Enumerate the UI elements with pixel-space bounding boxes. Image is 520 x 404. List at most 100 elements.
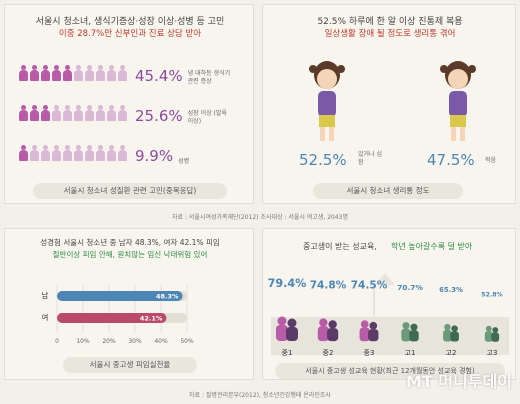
person-head: [328, 320, 337, 329]
person-body: [401, 328, 411, 342]
person-body: [484, 331, 493, 342]
girl-mild-illustration: [438, 55, 478, 149]
person-icon: [118, 105, 127, 121]
category-label: 고3: [487, 349, 498, 357]
person-head: [492, 327, 499, 333]
person-icon: [107, 145, 116, 161]
panel-subtitle: 이중 28.7%만 신부인과 진료 상담 받아: [58, 29, 202, 39]
person-icon: [41, 145, 50, 161]
panel-subtitle: 일상생활 장애 될 정도로 생리통 겪어: [324, 29, 456, 39]
person-icon: [85, 145, 94, 161]
person-body: [359, 327, 370, 342]
person-icon: [63, 145, 72, 161]
person-icon: [74, 105, 83, 121]
data-label: 48.3%: [156, 293, 179, 301]
category-label: 중3: [364, 349, 375, 357]
data-label: 52.8%: [481, 291, 502, 298]
bar: [57, 313, 167, 323]
person-icons: [19, 105, 129, 125]
person-icon: [107, 105, 116, 121]
panel-title: 성경험 서울시 청소년 중 남자 48.3%, 여자 42.1% 피임: [40, 238, 220, 247]
panel-title: 52.5% 하루에 한 알 이상 진통제 복용: [317, 17, 463, 27]
person-head: [369, 321, 378, 330]
concern-row-1: 25.6% 성장 이상 (발육 이상): [19, 105, 228, 125]
person-head: [402, 322, 410, 330]
person-head: [287, 318, 297, 328]
mild-pct: 47.5%: [427, 151, 475, 169]
panel-footer: 서울시 청소녀 성질환 관련 고민(중복응답): [33, 183, 227, 199]
concern-row-0: 45.4% 냉 대하등 생식기 관련 증상: [19, 65, 236, 85]
person-icon: [30, 145, 39, 161]
person-icon: [107, 65, 116, 81]
person-icon: [63, 65, 72, 81]
x-tick-label: 40%: [154, 338, 168, 345]
girl-in-pain-illustration: [307, 55, 347, 149]
person-icon: [96, 145, 105, 161]
concern-pct: 45.4%: [135, 67, 183, 85]
person-head: [451, 325, 458, 332]
person-head: [319, 318, 328, 327]
x-tick-label: 0: [55, 338, 59, 345]
source-note-bottom: 자료 : 질병관리본부(2012), 청소년건강행태 온라인조사: [189, 392, 331, 399]
person-body: [286, 327, 298, 341]
severe-pct: 52.5%: [299, 151, 347, 169]
concern-pct: 9.9%: [135, 147, 174, 165]
person-icon: [19, 145, 28, 161]
concern-pct: 25.6%: [135, 107, 183, 125]
panel-subtitle: 절반이상 피임 안해, 원치않는 임신 낙태위험 있어: [52, 250, 208, 259]
panel-footer: 서울시 중고생 성교육 현황(최근 12개월동안 성교육 경험): [275, 363, 505, 379]
person-icon: [52, 105, 61, 121]
person-icon: [74, 65, 83, 81]
contraception-bar-chart: 0 10% 20% 30% 40% 50% 남 48.3% 여 42.1%: [42, 285, 194, 345]
panel-footer: 서울시 청소녀 생리통 정도: [313, 183, 463, 199]
person-icon: [19, 65, 28, 81]
category-label: 중1: [282, 349, 293, 357]
person-icon: [41, 65, 50, 81]
x-tick-label: 30%: [128, 338, 142, 345]
x-tick-label: 50%: [180, 338, 194, 345]
panel-menstrual-pain: 52.5% 하루에 한 알 이상 진통제 복용 일상생활 장애 될 정도로 생리…: [262, 4, 516, 204]
person-head: [277, 316, 287, 326]
panel-title: 서울시 청소녀, 생식기증상·성장 이상·성병 등 고민: [35, 17, 225, 27]
concern-row-2: 9.9% 성병: [19, 145, 208, 165]
data-label: 79.4%: [268, 277, 307, 290]
source-note-top: 자료 : 서울시여성가족재단(2012) 조사대상 : 서울시 여고생, 204…: [172, 214, 348, 221]
person-icon: [63, 105, 72, 121]
sex-education-chart: 79.4% 중1 74.8% 중2 74.5% 중3 70.7% 고1 65.3% 고2 52.8%…: [268, 273, 509, 357]
person-icon: [30, 105, 39, 121]
person-body: [327, 328, 339, 342]
watermark: MT 머니투데이: [405, 372, 512, 391]
concern-label: 성병: [178, 157, 190, 165]
person-head: [410, 323, 418, 331]
category-label: 고2: [446, 349, 457, 357]
person-head: [444, 323, 451, 331]
data-label: 74.8%: [310, 280, 347, 292]
person-body: [368, 329, 379, 342]
person-icon: [118, 65, 127, 81]
data-label: 65.3%: [439, 286, 463, 294]
person-icons: [19, 65, 129, 85]
category-label: 고1: [405, 349, 416, 357]
person-icon: [19, 105, 28, 121]
x-tick-label: 10%: [76, 338, 90, 345]
person-head: [485, 325, 492, 332]
person-body: [443, 330, 452, 342]
bar: [57, 291, 183, 301]
person-icon: [52, 145, 61, 161]
x-tick-label: 20%: [102, 338, 116, 345]
person-icon: [118, 145, 127, 161]
person-body: [276, 325, 288, 341]
data-label: 70.7%: [397, 283, 423, 292]
person-body: [450, 331, 459, 342]
panel-title-b: 학년 높아갈수록 덜 받아: [391, 242, 473, 251]
person-icon: [52, 65, 61, 81]
panel-title-a: 중고생이 받는 성교육,: [303, 242, 377, 251]
panel-contraception: 성경험 서울시 청소년 중 남자 48.3%, 여자 42.1% 피임 절반이상…: [4, 228, 254, 380]
person-head: [360, 320, 369, 328]
person-icon: [96, 65, 105, 81]
person-icons: [19, 145, 129, 165]
severe-label: 있거나 심함: [358, 151, 382, 166]
concern-label: 성장 이상 (발육 이상): [187, 110, 227, 125]
data-label: 74.5%: [351, 280, 388, 292]
person-icon: [96, 105, 105, 121]
